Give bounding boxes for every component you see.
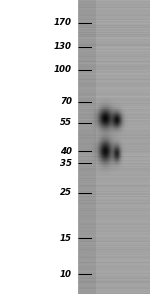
Text: 40: 40 [60, 147, 72, 156]
Text: 70: 70 [60, 97, 72, 106]
Text: 130: 130 [54, 42, 72, 51]
Text: 100: 100 [54, 66, 72, 74]
Bar [0, 0, 78, 294]
Text: 55: 55 [60, 118, 72, 128]
Text: 25: 25 [60, 188, 72, 197]
Text: 15: 15 [60, 234, 72, 243]
Text: 170: 170 [54, 18, 72, 27]
Text: 35: 35 [60, 158, 72, 168]
Text: 10: 10 [60, 270, 72, 279]
